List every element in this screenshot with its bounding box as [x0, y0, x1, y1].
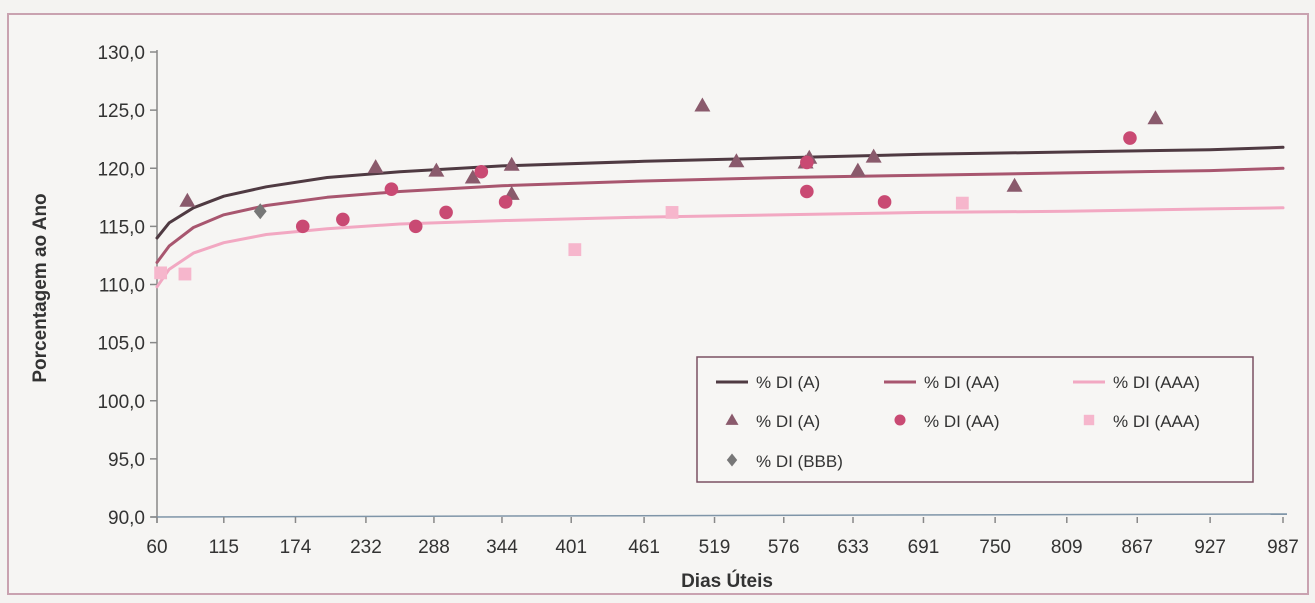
legend-circle-swatch: [894, 414, 906, 426]
data-point-triangle: [865, 148, 882, 163]
legend-box: [696, 356, 1254, 483]
y-tick-label: 100,0: [97, 392, 145, 413]
x-tick-label: 927: [1194, 537, 1226, 558]
legend-label: % DI (AAA): [1113, 373, 1200, 392]
x-tick-label: 987: [1267, 537, 1299, 558]
data-point-circle: [408, 219, 423, 234]
data-point-circle: [800, 184, 814, 199]
legend-label: % DI (AA): [924, 373, 1000, 392]
x-tick-label: 576: [768, 537, 800, 558]
y-axis-title: Porcentagem ao Ano: [30, 193, 51, 382]
legend-label: % DI (AA): [924, 412, 1000, 431]
data-point-circle: [474, 164, 489, 179]
data-point-triangle: [464, 169, 481, 184]
x-tick-label: 867: [1121, 537, 1153, 558]
y-tick-label: 130,0: [97, 43, 145, 64]
y-tick-label: 125,0: [97, 101, 145, 122]
data-point-circle: [295, 219, 310, 234]
series-line: [155, 166, 1285, 264]
x-tick-label: 519: [699, 537, 731, 558]
data-point-circle: [1123, 131, 1137, 145]
y-tick-label: 90,0: [108, 508, 145, 529]
data-point-triangle: [849, 162, 866, 177]
chart-border: [7, 13, 1309, 595]
data-point-square: [154, 266, 168, 280]
x-tick-label: 174: [280, 537, 312, 558]
x-tick-label: 633: [837, 537, 869, 558]
x-tick-label: 288: [418, 537, 450, 558]
series-line: [155, 206, 1285, 289]
y-tick-label: 115,0: [99, 217, 145, 238]
y-tick-label: 105,0: [97, 334, 145, 355]
data-point-circle: [877, 195, 892, 209]
data-markers: [154, 97, 1164, 281]
data-point-triangle: [503, 156, 520, 171]
data-point-square: [178, 267, 192, 281]
x-axis-title: Dias Úteis: [681, 570, 773, 592]
data-point-circle: [336, 212, 350, 227]
data-point-triangle: [367, 159, 384, 174]
x-tick-label: 232: [350, 537, 382, 558]
fit-lines: [155, 145, 1285, 289]
legend-square-swatch: [1083, 414, 1095, 426]
data-point-square: [665, 206, 679, 219]
data-point-diamond: [253, 203, 267, 220]
x-tick-label: 115: [209, 537, 239, 558]
legend-label: % DI (AAA): [1113, 412, 1200, 431]
y-tick-label: 110,0: [99, 276, 145, 297]
data-point-triangle: [1147, 110, 1164, 125]
data-point-triangle: [728, 153, 745, 168]
data-point-triangle: [428, 162, 445, 177]
x-tick-label: 401: [555, 537, 587, 558]
series-line: [155, 145, 1285, 240]
data-point-circle: [498, 195, 513, 209]
x-tick-label: 691: [908, 537, 940, 558]
axes: 90,0 95,0 100,0 105,0 110,0 115,0 120,0 125,0 13…: [97, 43, 1298, 558]
legend-diamond-swatch: [726, 453, 738, 467]
legend-label: % DI (A): [756, 373, 820, 392]
data-point-triangle: [1006, 177, 1023, 192]
x-tick-label: 461: [628, 537, 660, 558]
x-axis-line: [150, 513, 1288, 518]
legend: % DI (A) % DI (AA) % DI (AAA) % DI (A) % DI …: [696, 356, 1254, 483]
legend-label: % DI (A): [756, 412, 820, 431]
data-point-circle: [384, 182, 399, 196]
y-tick-label: 120,0: [97, 159, 145, 180]
x-tick-label: 60: [146, 537, 167, 558]
data-point-circle: [800, 155, 814, 170]
data-point-circle: [439, 205, 453, 220]
x-tick-label: 344: [486, 537, 518, 558]
y-tick-label: 95,0: [108, 450, 145, 471]
legend-label: % DI (BBB): [756, 452, 843, 471]
x-tick-label: 750: [979, 537, 1011, 558]
x-tick-label: 809: [1051, 537, 1083, 558]
data-point-square: [955, 196, 969, 210]
data-point-triangle: [179, 192, 196, 207]
data-point-triangle: [694, 97, 711, 112]
data-point-square: [568, 243, 582, 257]
legend-triangle-swatch: [725, 413, 739, 425]
